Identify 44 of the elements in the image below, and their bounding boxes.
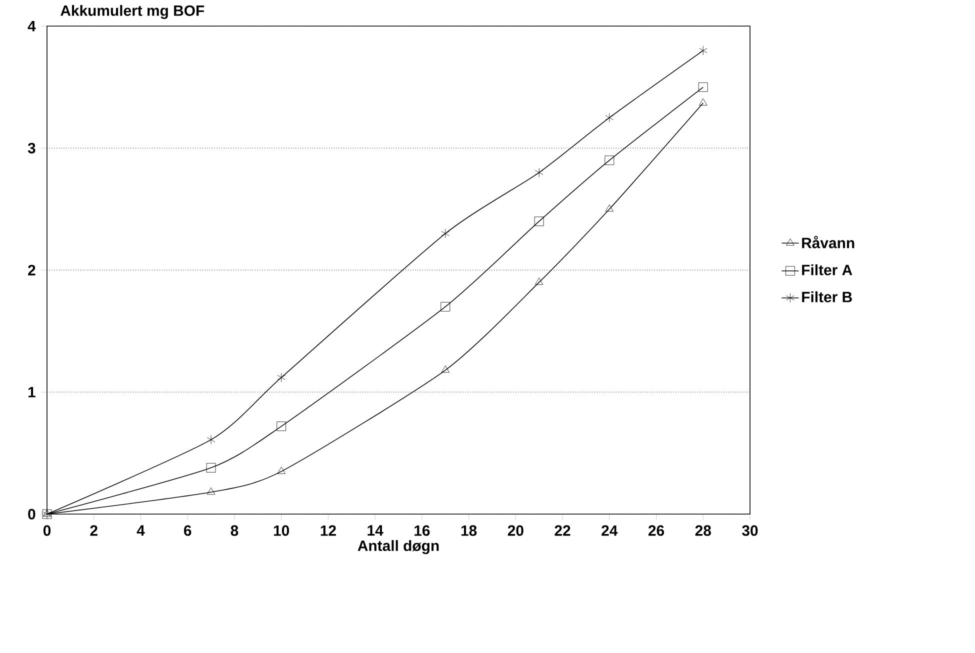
point: [534, 216, 544, 226]
x-tick-label: 14: [368, 525, 384, 536]
x-tick-label: 10: [274, 525, 290, 536]
point: [535, 168, 544, 178]
y-tick-label: 0: [28, 508, 36, 520]
x-tick-label: 8: [230, 525, 238, 536]
x-tick-label: 12: [320, 525, 336, 536]
y-tick-label: 4: [28, 20, 36, 32]
x-tick-label: 6: [184, 525, 192, 536]
y-tick-label: 2: [28, 264, 36, 276]
point: [206, 487, 216, 495]
x-tick-label: 30: [742, 525, 758, 536]
x-tick-label: 0: [43, 525, 51, 536]
y-axis-title: Akkumulert mg BOF: [60, 4, 204, 19]
point: [276, 422, 286, 431]
point: [698, 82, 708, 92]
x-tick-label: 2: [90, 525, 98, 536]
point: [605, 204, 614, 212]
point: [277, 372, 286, 382]
x-axis-title: Antall døgn: [358, 540, 439, 554]
x-tick-label: 20: [508, 525, 524, 536]
x-tick-label: 22: [554, 525, 570, 536]
point: [441, 365, 450, 373]
legend-label: Råvann: [802, 236, 854, 248]
point: [604, 156, 614, 165]
x-tick-label: 28: [695, 525, 711, 536]
point: [440, 302, 450, 312]
legend-label: Filter B: [802, 291, 852, 302]
point: [535, 278, 544, 285]
point: [699, 98, 708, 106]
y-tick-label: 1: [28, 386, 36, 398]
legend-label: Filter A: [802, 264, 852, 276]
point: [206, 463, 216, 472]
point: [699, 46, 708, 56]
x-tick-label: 24: [602, 525, 618, 536]
point: [206, 434, 216, 444]
point: [441, 228, 450, 238]
x-tick-label: 18: [461, 525, 477, 536]
x-tick-label: 26: [648, 525, 664, 536]
x-tick-label: 16: [414, 525, 430, 536]
point: [277, 466, 286, 474]
x-tick-label: 4: [136, 525, 145, 536]
y-tick-label: 3: [28, 142, 36, 154]
point: [605, 112, 614, 122]
